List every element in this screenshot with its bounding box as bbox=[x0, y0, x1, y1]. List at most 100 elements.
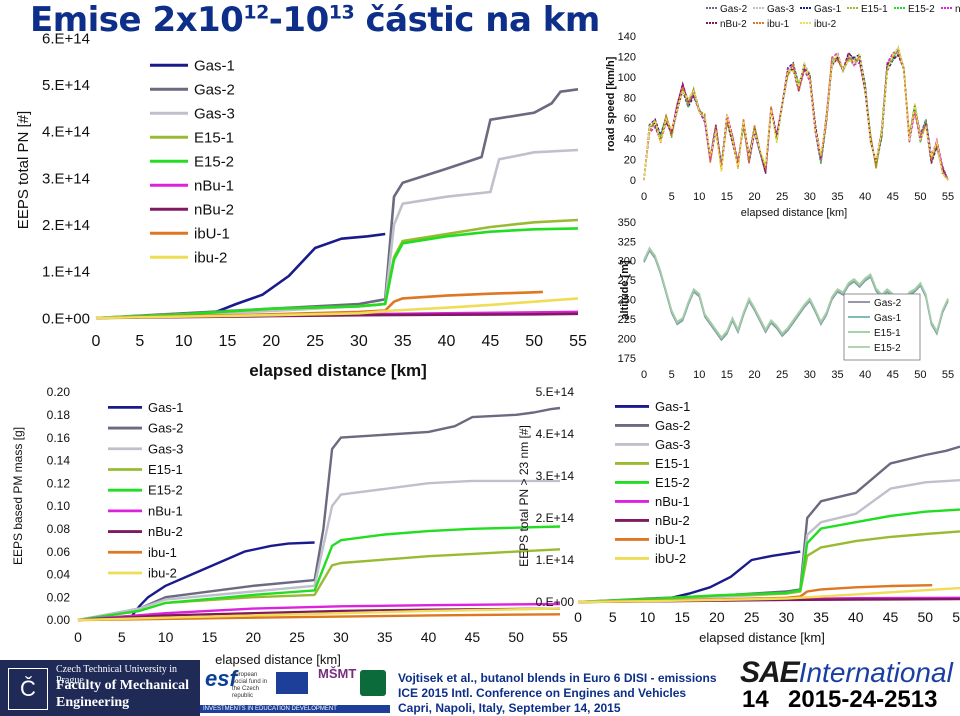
x-tick-label: 10 bbox=[158, 629, 174, 645]
legend-label: Gas-1 bbox=[655, 399, 690, 414]
y-tick-label: 100 bbox=[618, 72, 636, 84]
legend-label: ibU-1 bbox=[194, 225, 230, 242]
x-tick-label: 0 bbox=[574, 609, 582, 625]
x-tick-label: 45 bbox=[465, 629, 481, 645]
y-tick-label: 20 bbox=[624, 154, 636, 166]
x-tick-label: 30 bbox=[804, 191, 816, 203]
y-tick-label: 0.18 bbox=[47, 408, 71, 422]
x-tick-label: 15 bbox=[202, 629, 218, 645]
legend-label: ibu-2 bbox=[148, 566, 177, 581]
x-tick-label: 35 bbox=[831, 369, 843, 381]
ctu-logo: Č bbox=[8, 668, 48, 710]
legend-label: Gas-2 bbox=[874, 298, 902, 309]
legend-label: E15-1 bbox=[194, 129, 234, 146]
y-tick-label: 5.E+14 bbox=[42, 77, 90, 94]
x-tick-label: 5 bbox=[135, 333, 144, 350]
x-tick-label: 15 bbox=[219, 333, 237, 350]
x-tick-label: 45 bbox=[887, 369, 899, 381]
y-axis-label: road speed [km/h] bbox=[605, 56, 617, 151]
legend-label: E15-2 bbox=[194, 153, 234, 170]
legend-label: Gas-1 bbox=[814, 4, 842, 15]
x-tick-label: 55 bbox=[942, 369, 954, 381]
x-tick-label: 0 bbox=[641, 369, 647, 381]
series-line-e15-2 bbox=[577, 508, 960, 604]
legend-label: E15-1 bbox=[874, 328, 901, 339]
y-tick-label: 225 bbox=[618, 314, 636, 326]
ctu-university: Czech Technical University in Prague bbox=[56, 664, 178, 686]
esf-caption: european social fund in the Czech republ… bbox=[232, 672, 268, 699]
x-axis-label: elapsed distance [km] bbox=[699, 630, 825, 645]
plot-area bbox=[96, 38, 578, 318]
x-tick-label: 55 bbox=[952, 609, 960, 625]
series-line-e15-2 bbox=[77, 525, 561, 622]
series-line-ibu-2 bbox=[643, 46, 949, 181]
x-tick-label: 30 bbox=[779, 609, 795, 625]
y-tick-label: 350 bbox=[618, 217, 636, 229]
y-tick-label: 80 bbox=[624, 93, 636, 105]
x-axis-label: elapsed distance [km] bbox=[741, 207, 847, 219]
x-tick-label: 50 bbox=[914, 191, 926, 203]
x-tick-label: 0 bbox=[92, 333, 101, 350]
y-tick-label: 3.E+14 bbox=[536, 469, 575, 483]
x-axis-label: elapsed distance [km] bbox=[249, 361, 427, 380]
legend-label: Gas-2 bbox=[194, 81, 235, 98]
x-tick-label: 45 bbox=[481, 333, 499, 350]
title-tail: částic na km bbox=[354, 0, 601, 40]
x-tick-label: 35 bbox=[813, 609, 829, 625]
y-tick-label: 40 bbox=[624, 134, 636, 146]
sae-international: International bbox=[798, 657, 953, 688]
legend-label: E15-2 bbox=[908, 4, 935, 15]
y-tick-label: 0.20 bbox=[47, 385, 71, 399]
series-line-e15-2 bbox=[95, 227, 579, 320]
legend-label: Gas-3 bbox=[148, 441, 183, 456]
eu-flag-icon bbox=[276, 672, 308, 694]
citation-line-3: Capri, Napoli, Italy, September 14, 2015 bbox=[398, 701, 621, 715]
x-tick-label: 5 bbox=[669, 191, 675, 203]
series-line-gas-3 bbox=[95, 148, 579, 320]
legend-label: nBu-2 bbox=[720, 19, 747, 30]
x-tick-label: 25 bbox=[744, 609, 760, 625]
y-tick-label: 300 bbox=[618, 256, 636, 268]
x-tick-label: 5 bbox=[609, 609, 617, 625]
x-tick-label: 45 bbox=[887, 191, 899, 203]
ctu-banner: Č Czech Technical University in Prague F… bbox=[0, 660, 200, 716]
y-tick-label: 0.04 bbox=[47, 568, 71, 582]
y-tick-label: 0.00 bbox=[47, 613, 71, 627]
y-tick-label: 0.14 bbox=[47, 454, 71, 468]
x-tick-label: 30 bbox=[350, 333, 368, 350]
y-tick-label: 0.06 bbox=[47, 545, 71, 559]
y-tick-label: 4.E+14 bbox=[42, 124, 90, 141]
esf-logo: esf bbox=[205, 666, 237, 691]
y-tick-label: 175 bbox=[618, 353, 636, 365]
x-tick-label: 20 bbox=[245, 629, 261, 645]
x-tick-label: 20 bbox=[709, 609, 725, 625]
legend-label: Gas-1 bbox=[148, 400, 183, 415]
x-tick-label: 55 bbox=[569, 333, 587, 350]
x-tick-label: 40 bbox=[859, 191, 871, 203]
legend-label: nBu-1 bbox=[955, 4, 960, 15]
y-axis-label: EEPS total PN [#] bbox=[15, 111, 32, 229]
y-axis-label: EEPS based PM mass [g] bbox=[11, 427, 25, 565]
title-mid: -10 bbox=[268, 0, 329, 40]
ctu-faculty: Faculty of Mechanical Engineering bbox=[56, 678, 189, 710]
x-tick-label: 10 bbox=[693, 191, 705, 203]
x-tick-label: 35 bbox=[377, 629, 393, 645]
x-axis-label: elapsed distance [km] bbox=[215, 652, 341, 667]
y-tick-label: 0.12 bbox=[47, 476, 71, 490]
series-line-ibu-2 bbox=[95, 297, 579, 320]
eu-strip: INVESTMENTS IN EDUCATION DEVELOPMENT bbox=[200, 705, 390, 713]
x-tick-label: 50 bbox=[914, 369, 926, 381]
y-tick-label: 1.E+14 bbox=[42, 264, 90, 281]
y-tick-label: 0.E+00 bbox=[42, 310, 90, 327]
y-tick-label: 2.E+14 bbox=[42, 217, 90, 234]
paper-code: 2015-24-2513 bbox=[788, 686, 938, 713]
funding-logos: esf european social fund in the Czech re… bbox=[200, 662, 390, 716]
series-line-ibu-2 bbox=[577, 586, 960, 604]
x-tick-label: 20 bbox=[748, 369, 760, 381]
x-tick-label: 15 bbox=[721, 369, 733, 381]
x-tick-label: 40 bbox=[438, 333, 456, 350]
sae-logo: SAEInternational bbox=[740, 656, 953, 690]
y-tick-label: 120 bbox=[618, 51, 636, 63]
